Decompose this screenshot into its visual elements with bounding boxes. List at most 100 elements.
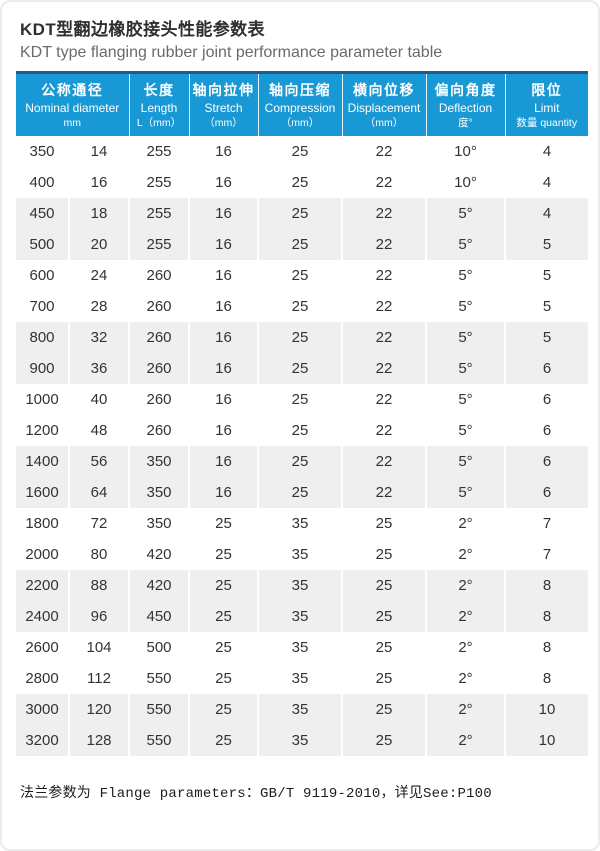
cell-diameter-mm: 900: [16, 353, 69, 385]
cell-stretch: 16: [188, 477, 259, 509]
cell-length: 550: [128, 694, 190, 726]
cell-deflection: 10°: [425, 167, 506, 199]
cell-diameter-inch: 16: [67, 167, 130, 199]
table-row: 3200 128 550 25 35 25 2° 10: [16, 725, 589, 757]
cell-displacement: 22: [341, 167, 427, 199]
parameter-table: 公称通径 Nominal diameter mm 长度 Length L（mm）…: [16, 71, 589, 757]
cell-displacement: 25: [341, 632, 427, 664]
cell-diameter-inch: 72: [67, 508, 130, 540]
cell-length: 260: [128, 353, 190, 385]
col-label-unit: （mm）: [280, 116, 320, 129]
cell-diameter-inch: 96: [67, 601, 130, 633]
cell-compression: 25: [257, 353, 343, 385]
cell-compression: 35: [257, 632, 343, 664]
table-row: 450 18 255 16 25 22 5° 4: [16, 198, 589, 230]
table-row: 500 20 255 16 25 22 5° 5: [16, 229, 589, 261]
cell-displacement: 22: [341, 136, 427, 168]
cell-diameter-mm: 600: [16, 260, 69, 292]
cell-stretch: 16: [188, 229, 259, 261]
cell-diameter-inch: 48: [67, 415, 130, 447]
cell-displacement: 25: [341, 725, 427, 757]
cell-diameter-inch: 28: [67, 291, 130, 323]
cell-diameter-inch: 88: [67, 570, 130, 602]
cell-length: 500: [128, 632, 190, 664]
cell-deflection: 5°: [425, 446, 506, 478]
cell-stretch: 16: [188, 291, 259, 323]
cell-stretch: 16: [188, 198, 259, 230]
table-body: 350 14 255 16 25 22 10° 4 400 16 255 16 …: [16, 136, 589, 757]
col-label-en: Compression: [264, 100, 336, 115]
col-label-unit: mm: [63, 116, 82, 129]
table-row: 1600 64 350 16 25 22 5° 6: [16, 477, 589, 509]
cell-diameter-mm: 1800: [16, 508, 69, 540]
col-header-nominal-diameter: 公称通径 Nominal diameter mm: [16, 71, 130, 137]
cell-length: 255: [128, 167, 190, 199]
cell-diameter-inch: 64: [67, 477, 130, 509]
cell-compression: 25: [257, 260, 343, 292]
col-header-stretch: 轴向拉伸 Stretch （mm）: [188, 71, 259, 137]
col-label-zh: 横向位移: [353, 82, 416, 99]
cell-stretch: 16: [188, 415, 259, 447]
cell-diameter-mm: 1400: [16, 446, 69, 478]
cell-stretch: 16: [188, 384, 259, 416]
cell-deflection: 2°: [425, 725, 506, 757]
cell-stretch: 16: [188, 260, 259, 292]
table-row: 1400 56 350 16 25 22 5° 6: [16, 446, 589, 478]
col-label-unit: （mm）: [364, 116, 404, 129]
cell-compression: 25: [257, 167, 343, 199]
col-label-unit: （mm）: [204, 116, 243, 129]
cell-compression: 35: [257, 694, 343, 726]
cell-deflection: 5°: [425, 353, 506, 385]
cell-diameter-inch: 14: [67, 136, 130, 168]
cell-diameter-inch: 80: [67, 539, 130, 571]
cell-length: 350: [128, 477, 190, 509]
cell-compression: 25: [257, 415, 343, 447]
cell-displacement: 25: [341, 539, 427, 571]
cell-displacement: 22: [341, 353, 427, 385]
cell-diameter-mm: 700: [16, 291, 69, 323]
cell-deflection: 5°: [425, 384, 506, 416]
cell-displacement: 22: [341, 291, 427, 323]
cell-length: 255: [128, 198, 190, 230]
cell-displacement: 22: [341, 477, 427, 509]
cell-stretch: 25: [188, 601, 259, 633]
cell-limit: 5: [504, 291, 589, 323]
cell-limit: 5: [504, 260, 589, 292]
cell-deflection: 5°: [425, 229, 506, 261]
cell-length: 260: [128, 260, 190, 292]
cell-diameter-inch: 40: [67, 384, 130, 416]
col-header-displacement: 横向位移 Displacement （mm）: [341, 71, 427, 137]
cell-stretch: 25: [188, 725, 259, 757]
cell-diameter-inch: 128: [67, 725, 130, 757]
table-row: 2000 80 420 25 35 25 2° 7: [16, 539, 589, 571]
col-label-zh: 偏向角度: [434, 82, 497, 99]
table-row: 2400 96 450 25 35 25 2° 8: [16, 601, 589, 633]
cell-length: 420: [128, 539, 190, 571]
table-row: 700 28 260 16 25 22 5° 5: [16, 291, 589, 323]
cell-length: 260: [128, 322, 190, 354]
table-row: 1200 48 260 16 25 22 5° 6: [16, 415, 589, 447]
col-label-en: Deflection: [438, 100, 493, 115]
cell-length: 550: [128, 725, 190, 757]
col-label-en: Nominal diameter: [25, 100, 120, 115]
cell-deflection: 5°: [425, 322, 506, 354]
cell-compression: 25: [257, 384, 343, 416]
col-label-en: Displacement: [347, 100, 421, 115]
cell-displacement: 22: [341, 446, 427, 478]
cell-displacement: 25: [341, 508, 427, 540]
cell-limit: 4: [504, 136, 589, 168]
cell-diameter-mm: 1000: [16, 384, 69, 416]
cell-stretch: 25: [188, 539, 259, 571]
cell-diameter-mm: 2200: [16, 570, 69, 602]
table-row: 350 14 255 16 25 22 10° 4: [16, 136, 589, 168]
table-row: 600 24 260 16 25 22 5° 5: [16, 260, 589, 292]
cell-displacement: 25: [341, 570, 427, 602]
cell-diameter-inch: 120: [67, 694, 130, 726]
flange-parameters-note: 法兰参数为 Flange parameters：GB/T 9119-2010，详…: [20, 786, 492, 803]
cell-limit: 10: [504, 725, 589, 757]
cell-diameter-mm: 350: [16, 136, 69, 168]
cell-limit: 7: [504, 539, 589, 571]
cell-limit: 4: [504, 167, 589, 199]
cell-limit: 8: [504, 632, 589, 664]
